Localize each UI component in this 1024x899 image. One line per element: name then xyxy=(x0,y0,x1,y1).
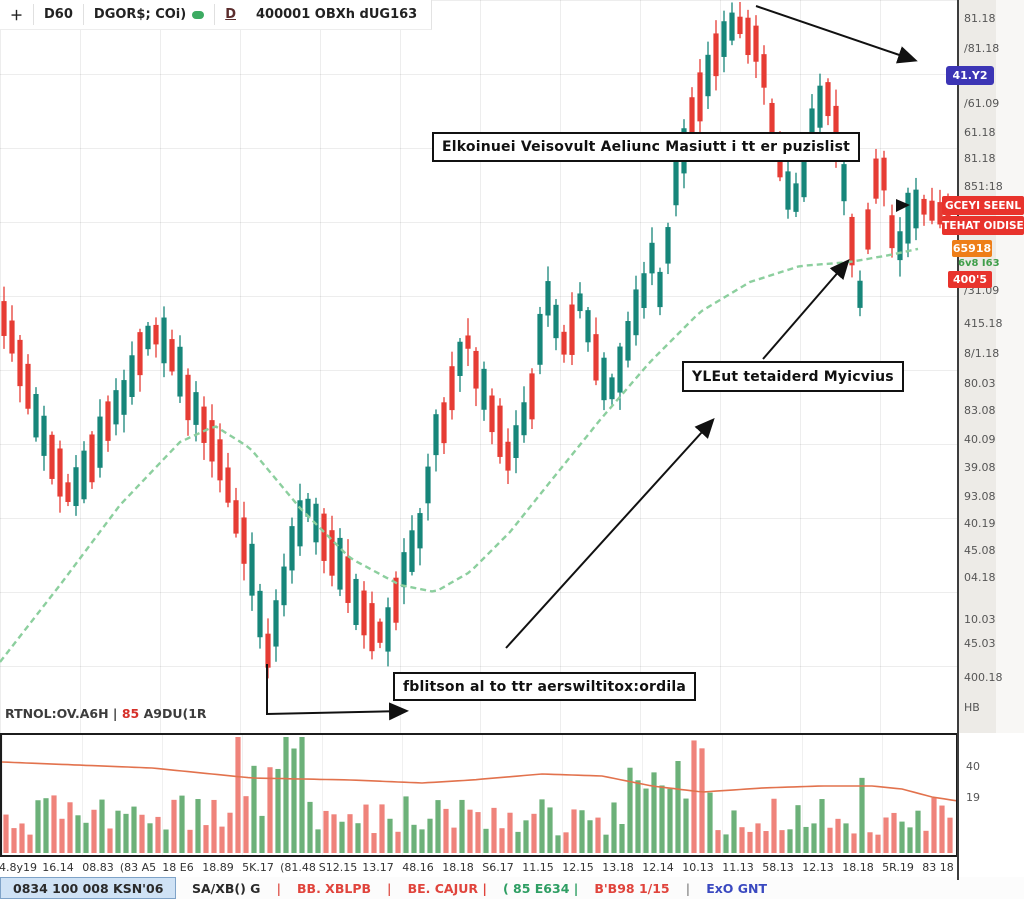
plus-icon: ＋ xyxy=(10,9,24,24)
volume-tick: 19 xyxy=(966,791,980,804)
price-tick: 45.03 xyxy=(964,637,996,650)
price-axis[interactable]: 81.18/81.18/61.09 61.18 81.18 851:18/31.09 4… xyxy=(946,0,1024,880)
price-tick: 04.18 xyxy=(964,571,996,584)
indicator-value-red: 85 xyxy=(121,706,140,721)
price-tick: HB xyxy=(964,701,980,714)
status-item[interactable]: BE. CAJUR | xyxy=(407,880,487,896)
last-price-badge-red: 400'5 xyxy=(948,271,992,288)
annotation-box-top[interactable]: Elkoinuei Veisovult Aeliunc Masiutt i tt… xyxy=(432,132,861,162)
annotation-box-bottom[interactable]: fblitson al to ttr aerswiltitox:ordila xyxy=(393,672,696,701)
time-tick: 18.89 xyxy=(202,861,234,874)
price-tick: /81.18 xyxy=(964,42,1000,55)
timeframe-selector[interactable]: D xyxy=(215,0,246,29)
price-tick: /61.09 xyxy=(964,97,1000,110)
time-tick: 16.14 xyxy=(42,861,74,874)
price-tick: 81.18 xyxy=(964,152,996,165)
time-tick: 11.13 xyxy=(722,861,754,874)
time-tick: 08.83 xyxy=(82,861,114,874)
status-item[interactable]: | xyxy=(685,880,691,896)
time-tick: 18.18 xyxy=(442,861,474,874)
time-tick: 4.8y19 xyxy=(0,861,38,874)
price-tick: 45.08 xyxy=(964,544,996,557)
status-item[interactable]: BB. XBLPB xyxy=(297,880,372,896)
time-tick: 13.18 xyxy=(602,861,634,874)
volume-indicator-label[interactable]: RTNOL:OV.A6H | 85 A9DU(1R xyxy=(5,706,207,721)
axis-border-line xyxy=(957,0,959,880)
status-item[interactable]: SA/XB() G xyxy=(192,880,261,896)
time-tick: S12.15 xyxy=(318,861,358,874)
toolbar-separator xyxy=(33,4,35,25)
ma-value-label-green: 6v8 I63 xyxy=(958,258,1000,269)
status-bar-items: SA/XB() G | BB. XBLPB | BE. CAJUR | ( 85 E634… xyxy=(192,877,767,899)
time-tick: 12.14 xyxy=(642,861,674,874)
annotation-box-middle[interactable]: YLEut tetaiderd Myicvius xyxy=(682,361,904,392)
countdown-badge-orange: 65918 xyxy=(952,240,992,257)
alert-line-2: TEHAT OIDISE xyxy=(942,216,1024,235)
status-item[interactable]: B'B98 1/15 xyxy=(594,880,670,896)
last-value-badge-blue: 41.Y2 xyxy=(946,66,994,85)
symbol-name-label: DGOR$; COi) xyxy=(93,7,187,22)
timeframe-label: D xyxy=(225,7,236,22)
data-window-readout[interactable]: 0834 100 008 KSN'06 xyxy=(0,877,177,899)
time-axis[interactable]: 4.8y19 16.14 08.83 (83 A5 18 E6 18.89 5K.17 (81… xyxy=(0,857,958,879)
time-tick: 48.16 xyxy=(402,861,434,874)
time-tick: 10.13 xyxy=(682,861,714,874)
price-tick: 851:18 xyxy=(964,180,1003,193)
ohlc-readout: 400001 OBXh dUG163 xyxy=(246,0,427,29)
time-tick: 12.15 xyxy=(562,861,594,874)
time-tick: 13.17 xyxy=(362,861,394,874)
toolbar-separator xyxy=(214,4,216,25)
price-axis-background xyxy=(958,0,996,733)
price-tick: 83.08 xyxy=(964,404,996,417)
volume-bars-chart xyxy=(2,737,956,853)
menu-plus-icon[interactable]: ＋ xyxy=(0,0,33,29)
price-tick: 80.03 xyxy=(964,377,996,390)
volume-pane[interactable] xyxy=(0,733,958,857)
time-tick: 5K.17 xyxy=(242,861,274,874)
status-bar: 0834 100 008 KSN'06 SA/XB() G | BB. XBLPB |… xyxy=(0,877,1024,899)
price-tick: 415.18 xyxy=(964,317,1003,330)
time-tick: 11.15 xyxy=(522,861,554,874)
volume-tick: 40 xyxy=(966,760,980,773)
status-item[interactable]: | xyxy=(387,880,392,896)
alert-price-label[interactable]: GCEYI SEENL TEHAT OIDISE xyxy=(942,196,1024,236)
time-tick: 83 18 xyxy=(922,861,954,874)
symbol-shortcut-label: D60 xyxy=(44,7,73,22)
status-item[interactable]: ( 85 E634 | xyxy=(502,880,579,896)
time-tick: 5R.19 xyxy=(882,861,914,874)
price-tick: 8/1.18 xyxy=(964,347,1000,360)
candlestick-chart xyxy=(0,2,951,721)
symbol-shortcut[interactable]: D60 xyxy=(34,0,83,29)
ohlc-values-label: 400001 OBXh dUG163 xyxy=(256,7,418,22)
status-item[interactable]: | xyxy=(276,880,282,896)
symbol-name[interactable]: DGOR$; COi) xyxy=(84,0,214,29)
price-axis-background-outer xyxy=(996,0,1024,733)
price-tick: 81.18 xyxy=(964,12,996,25)
market-status-dot-icon xyxy=(192,10,205,19)
price-tick: 10.03 xyxy=(964,613,996,626)
time-tick: 12.13 xyxy=(802,861,834,874)
time-tick: (81.48 xyxy=(280,861,316,874)
price-tick: 93.08 xyxy=(964,490,996,503)
price-tick: 40.09 xyxy=(964,433,996,446)
chart-toolbar: ＋ D60 DGOR$; COi) D 400001 OBXh dUG163 xyxy=(0,0,432,30)
indicator-name: RTNOL:OV.A6H | xyxy=(5,706,118,721)
time-tick: S6.17 xyxy=(482,861,514,874)
price-tick: 39.08 xyxy=(964,461,996,474)
time-tick: 58.13 xyxy=(762,861,794,874)
time-tick: 18.18 xyxy=(842,861,874,874)
toolbar-separator xyxy=(82,4,84,25)
status-item[interactable]: ExO GNT xyxy=(706,880,768,896)
price-tick: 40.19 xyxy=(964,517,996,530)
price-tick: 400.18 xyxy=(964,671,1003,684)
time-tick: (83 A5 xyxy=(119,861,157,874)
indicator-params: A9DU(1R xyxy=(143,706,207,721)
time-tick: 18 E6 xyxy=(162,861,194,874)
alert-line-1: GCEYI SEENL xyxy=(942,196,1024,215)
price-tick: 61.18 xyxy=(964,126,996,139)
